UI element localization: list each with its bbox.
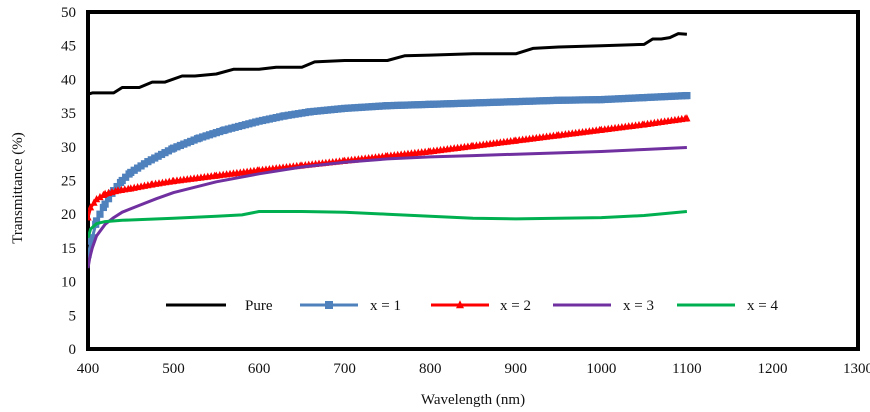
series-layer xyxy=(88,32,691,269)
y-axis-title: Transmittance (%) xyxy=(10,132,26,244)
series-line xyxy=(88,94,687,255)
y-tick-label: 50 xyxy=(61,5,76,21)
x-tick-label: 1100 xyxy=(672,361,701,377)
series-line xyxy=(88,146,687,269)
series-marker xyxy=(96,192,104,201)
legend-marker xyxy=(325,301,333,309)
series-marker xyxy=(88,213,92,221)
y-tick-label: 45 xyxy=(61,39,76,55)
series-marker xyxy=(683,114,691,122)
legend-label: x = 3 xyxy=(623,298,654,314)
legend-label: x = 1 xyxy=(370,298,401,314)
x-tick-label: 500 xyxy=(162,361,185,377)
series-marker xyxy=(96,210,104,218)
legend-entry: x = 2 xyxy=(431,298,531,314)
y-tick-label: 10 xyxy=(61,275,76,291)
legend: Pure x = 1 x = 2 x = 3 x = 4 xyxy=(166,298,778,314)
series-1 xyxy=(88,91,691,259)
series-4 xyxy=(88,210,688,239)
plot-frame xyxy=(86,10,860,351)
x-tick-label: 600 xyxy=(248,361,271,377)
legend-marker xyxy=(456,300,464,309)
series-marker xyxy=(88,203,95,211)
x-tick-label: 1000 xyxy=(586,361,616,377)
x-tick-label: 1200 xyxy=(757,361,787,377)
x-axis-ticks: 400 500 600 700 800 900 1000 1100 1200 1300 xyxy=(77,361,870,377)
series-line xyxy=(88,32,688,96)
y-axis-ticks: 0 5 10 15 20 25 30 35 40 45 50 xyxy=(61,5,76,358)
series-line xyxy=(88,210,688,239)
legend-entry: x = 3 xyxy=(553,298,654,314)
series-3 xyxy=(88,146,687,269)
y-tick-label: 15 xyxy=(61,241,76,257)
legend-label: x = 2 xyxy=(500,298,531,314)
y-tick-label: 0 xyxy=(69,342,77,358)
series-marker xyxy=(92,195,101,203)
legend-entry: Pure xyxy=(166,298,273,314)
legend-entry: x = 1 xyxy=(300,298,401,314)
y-tick-label: 40 xyxy=(61,72,76,88)
y-tick-label: 5 xyxy=(69,308,77,324)
legend-entry: x = 4 xyxy=(677,298,778,314)
series-marker xyxy=(683,91,691,100)
x-axis-title: Wavelength (nm) xyxy=(421,392,525,408)
x-tick-label: 1300 xyxy=(843,361,870,377)
x-tick-label: 900 xyxy=(505,361,528,377)
y-tick-label: 30 xyxy=(61,140,76,156)
y-tick-label: 25 xyxy=(61,174,76,190)
series-0 xyxy=(88,32,688,96)
y-tick-label: 35 xyxy=(61,106,76,122)
legend-label: Pure xyxy=(245,298,273,314)
x-tick-label: 800 xyxy=(419,361,442,377)
legend-label: x = 4 xyxy=(747,298,778,314)
series-2 xyxy=(88,114,691,221)
y-tick-label: 20 xyxy=(61,207,76,223)
x-tick-label: 700 xyxy=(333,361,356,377)
x-tick-label: 400 xyxy=(77,361,100,377)
